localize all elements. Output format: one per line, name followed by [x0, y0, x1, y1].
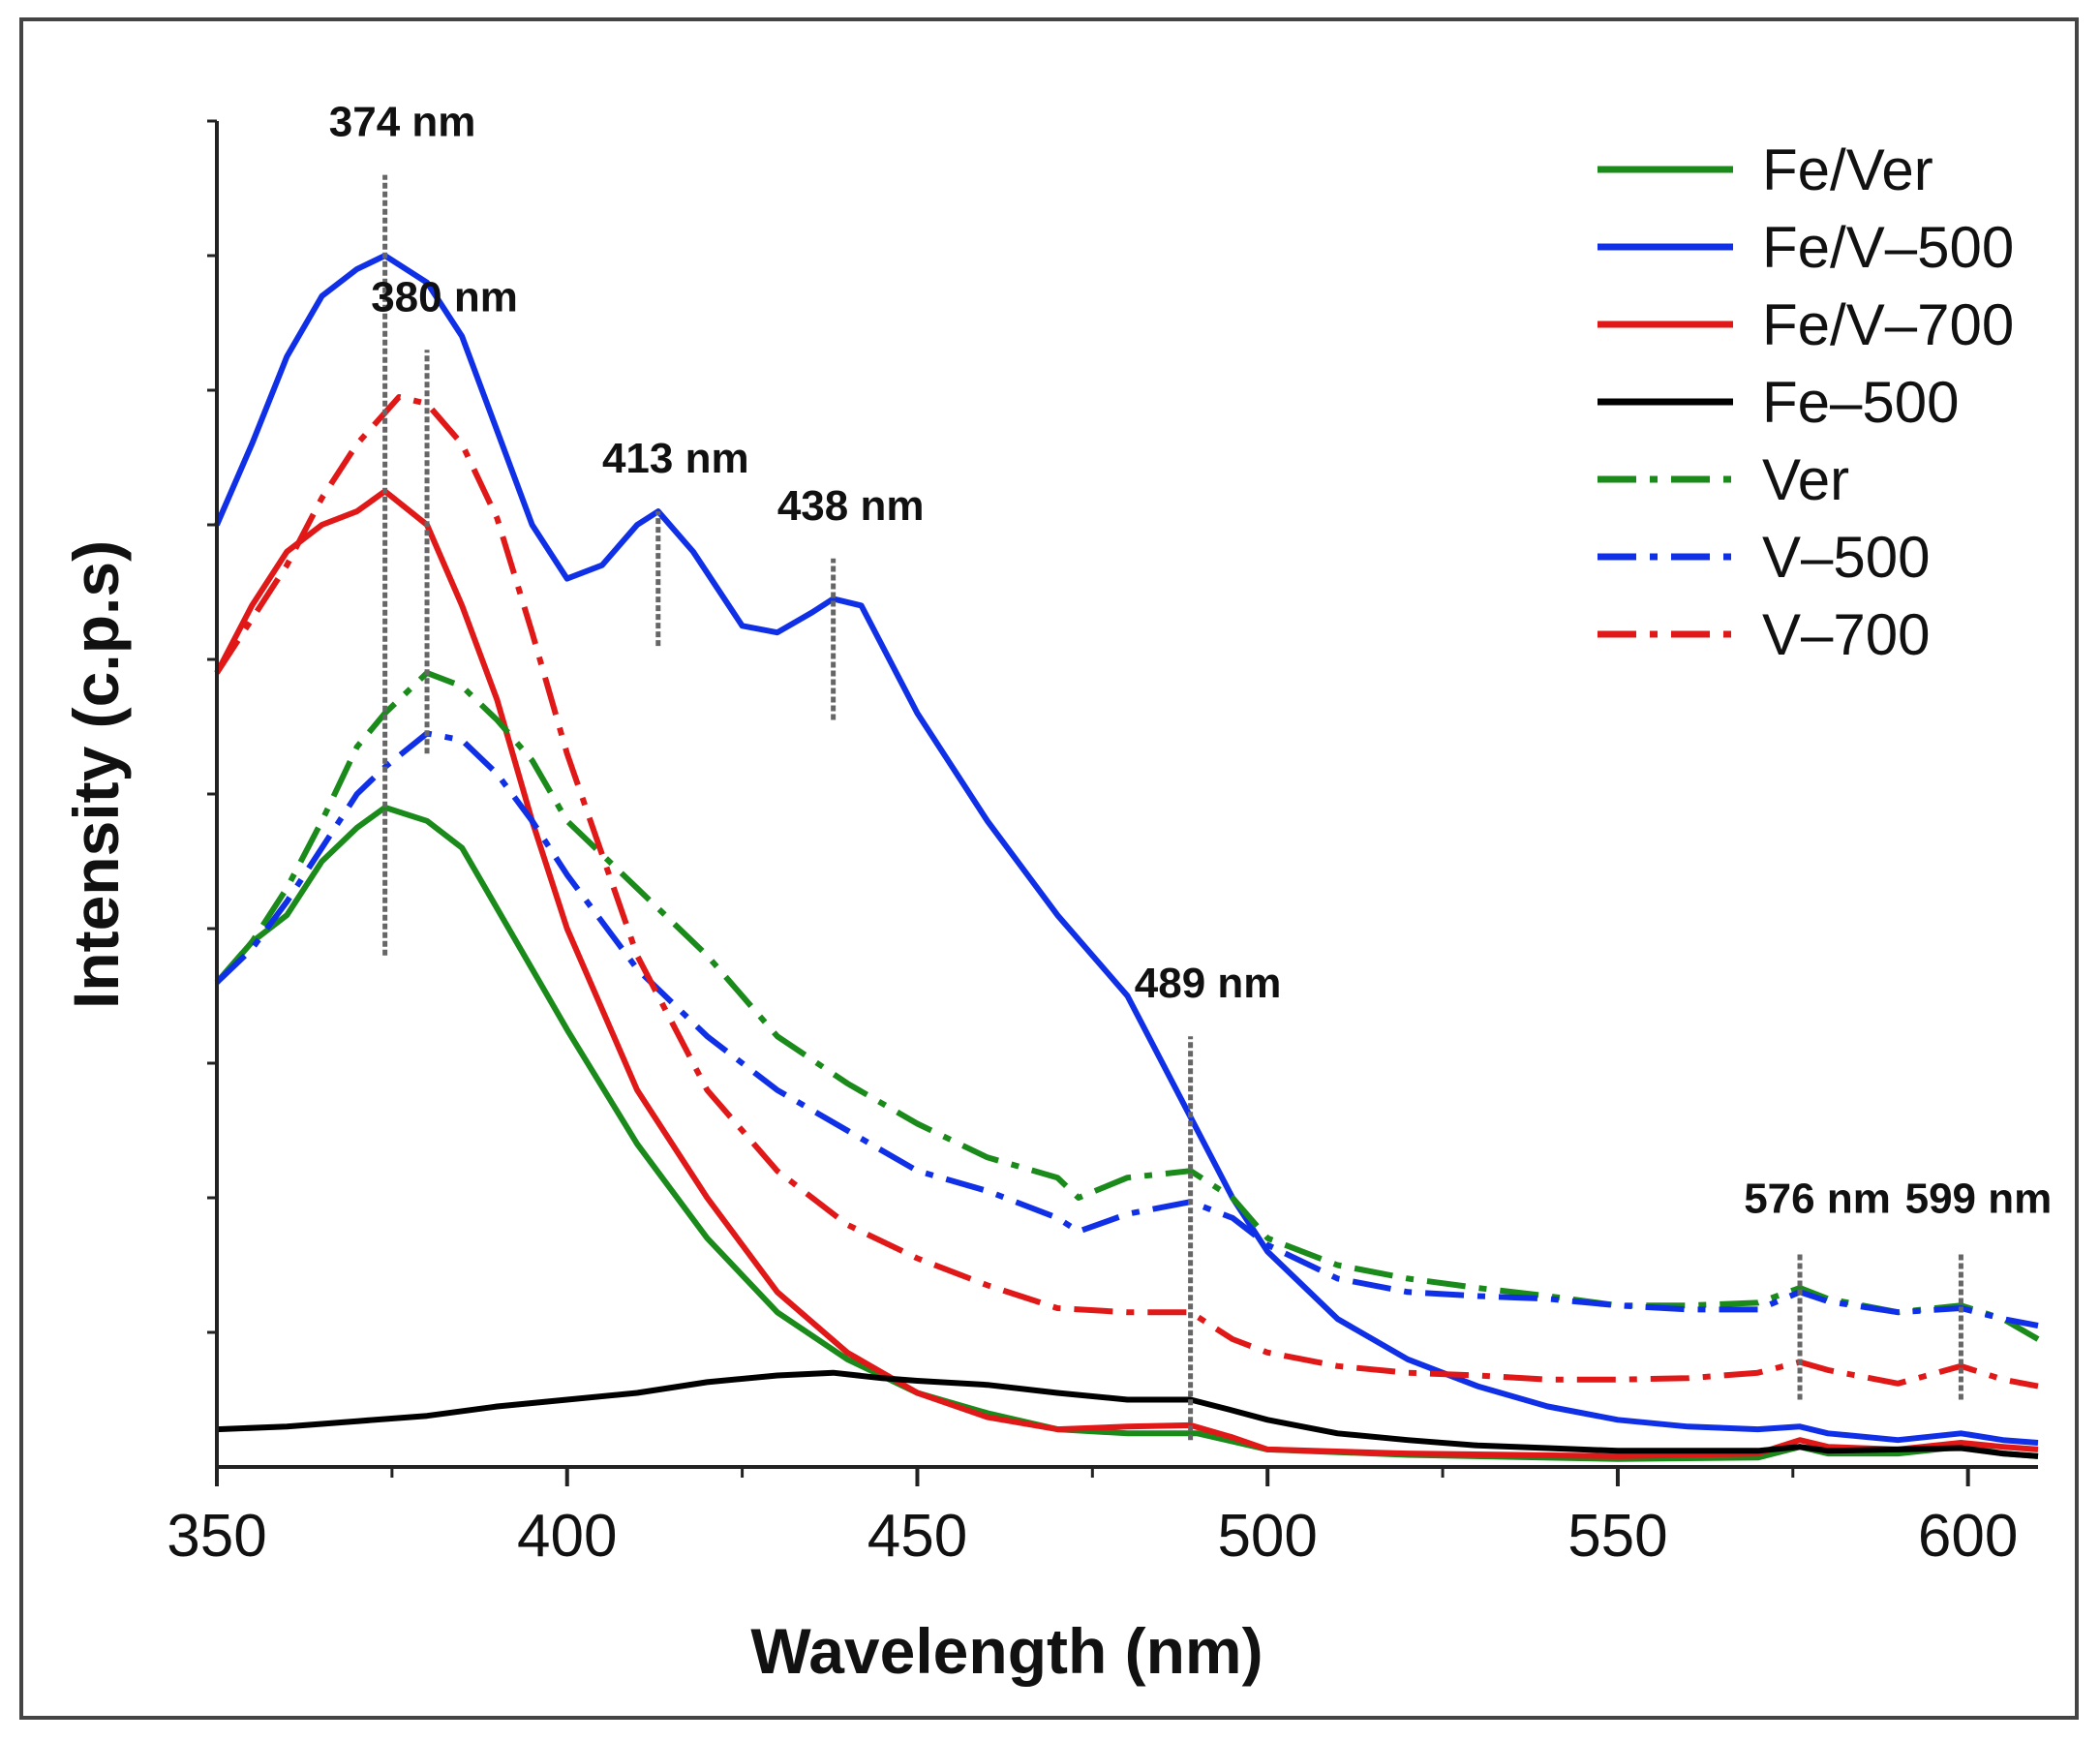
peak-label-576: 576 nm	[1744, 1176, 1891, 1223]
x-axis-title: Wavelength (nm)	[750, 1615, 1263, 1687]
peak-label-374: 374 nm	[329, 99, 476, 146]
peak-label-438: 438 nm	[777, 482, 925, 530]
legend-label-fe-v-500: Fe/V–500	[1762, 215, 2014, 280]
series-line-ver	[214, 669, 2040, 1342]
peak-label-413: 413 nm	[602, 435, 749, 482]
series-line-fe-v-500	[214, 253, 2039, 1446]
series-line-fe-500	[216, 1369, 2039, 1459]
x-tick-label-600: 600	[1918, 1503, 2018, 1570]
x-tick-label-400: 400	[517, 1503, 617, 1570]
x-tick-label-450: 450	[867, 1503, 967, 1570]
legend-label-fe-500: Fe–500	[1762, 370, 1960, 435]
peak-label-380: 380 nm	[371, 273, 518, 321]
x-tick-label-350: 350	[167, 1503, 266, 1570]
x-tick-label-500: 500	[1217, 1503, 1317, 1570]
peak-marker-layer: 374 nm 380 nm 413 nm 438 nm 489 nm 576 nm 599 …	[329, 99, 2052, 1441]
legend-label-ver: Ver	[1762, 447, 1849, 512]
x-tick-label-550: 550	[1567, 1503, 1667, 1570]
legend-label-v-700: V–700	[1762, 602, 1931, 667]
tick-layer: 350 400 450 500 550 600	[167, 119, 2018, 1570]
series-layer	[214, 253, 2040, 1462]
legend-label-v-500: V–500	[1762, 525, 1931, 590]
series-line-v-700	[214, 394, 2039, 1390]
legend-label-fe-ver: Fe/Ver	[1762, 137, 1933, 202]
series-line-fe-ver	[214, 804, 2039, 1462]
legend: Fe/Ver Fe/V–500 Fe/V–700 Fe–500 Ver V–500 V–70…	[1598, 137, 2014, 667]
series-line-v-500	[214, 730, 2039, 1329]
peak-label-489: 489 nm	[1135, 960, 1282, 1007]
y-axis-title: Intensity (c.p.s)	[60, 540, 132, 1009]
figure-frame	[19, 17, 2079, 1720]
legend-label-fe-v-700: Fe/V–700	[1762, 292, 2014, 357]
peak-label-599: 599 nm	[1905, 1176, 2053, 1223]
